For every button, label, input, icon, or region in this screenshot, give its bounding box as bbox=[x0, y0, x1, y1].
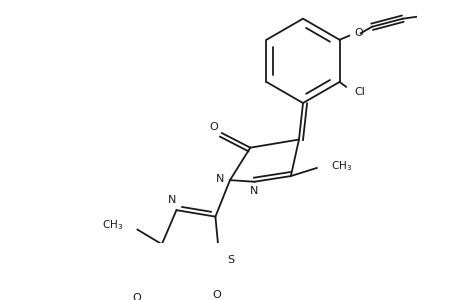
Text: N: N bbox=[250, 187, 258, 196]
Text: N: N bbox=[216, 173, 224, 184]
Text: S: S bbox=[227, 255, 234, 266]
Text: CH$_3$: CH$_3$ bbox=[101, 219, 123, 232]
Text: N: N bbox=[168, 195, 176, 206]
Text: O: O bbox=[353, 28, 362, 38]
Text: O: O bbox=[132, 293, 140, 300]
Text: O: O bbox=[209, 122, 218, 132]
Text: Cl: Cl bbox=[353, 87, 364, 97]
Text: CH$_3$: CH$_3$ bbox=[330, 159, 352, 173]
Text: O: O bbox=[212, 290, 220, 299]
